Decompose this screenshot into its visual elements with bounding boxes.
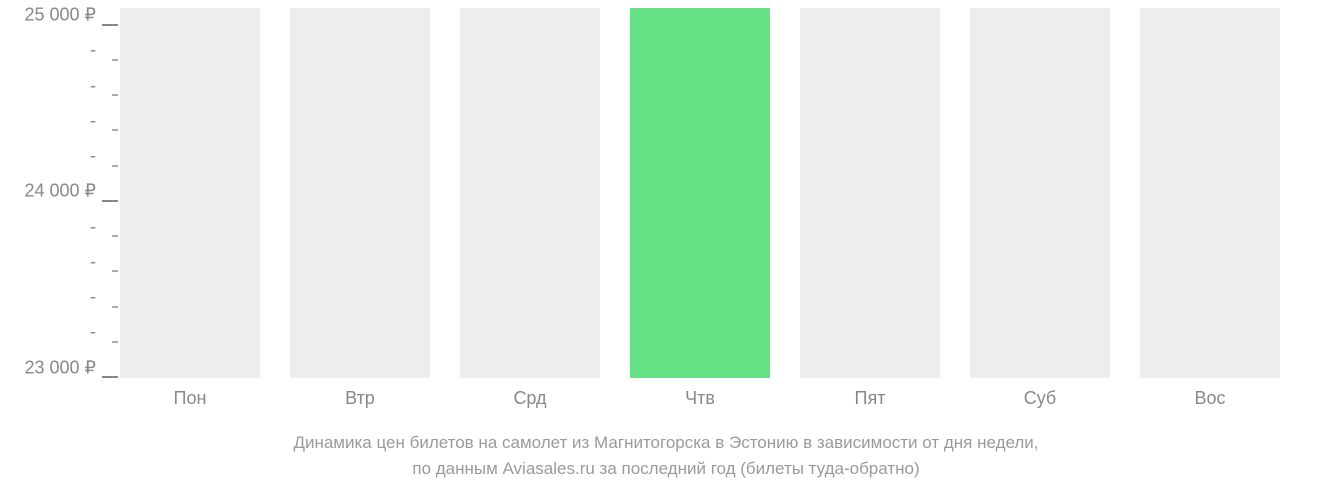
y-tick-minor-mark <box>112 165 118 167</box>
y-tick-minor-mark <box>112 59 118 61</box>
column-Пят <box>800 8 940 378</box>
y-tick-minor-mark <box>112 94 118 96</box>
bar-Чтв <box>630 8 770 378</box>
y-tick-minor-label: - <box>90 146 96 167</box>
x-label-Пят: Пят <box>800 388 940 409</box>
y-tick-minor-mark <box>112 129 118 131</box>
column-Вос <box>1140 8 1280 378</box>
plot-area <box>120 8 1320 378</box>
y-tick-minor-mark <box>112 306 118 308</box>
y-tick-minor-mark <box>112 270 118 272</box>
chart-caption: Динамика цен билетов на самолет из Магни… <box>0 430 1332 481</box>
x-label-Чтв: Чтв <box>630 388 770 409</box>
y-tick-mark <box>102 200 118 202</box>
x-label-Втр: Втр <box>290 388 430 409</box>
y-tick-label: 24 000 ₽ <box>24 181 96 202</box>
x-axis: Пон Втр Срд Чтв Пят Суб Вос <box>120 388 1320 418</box>
y-tick-minor-label: - <box>90 322 96 343</box>
x-label-Суб: Суб <box>970 388 1110 409</box>
column-band <box>800 8 940 378</box>
column-band <box>120 8 260 378</box>
column-band <box>970 8 1110 378</box>
y-axis: 23 000 ₽ 24 000 ₽ 25 000 ₽ - - - - - - - - <box>0 8 118 378</box>
y-tick-minor-mark <box>112 235 118 237</box>
column-band <box>290 8 430 378</box>
y-tick-minor-label: - <box>90 110 96 131</box>
price-by-weekday-chart: 23 000 ₽ 24 000 ₽ 25 000 ₽ - - - - - - - - Пон Втр С… <box>0 0 1332 502</box>
y-tick-minor-label: - <box>90 287 96 308</box>
column-Срд <box>460 8 600 378</box>
column-Пон <box>120 8 260 378</box>
caption-line-1: Динамика цен билетов на самолет из Магни… <box>0 430 1332 456</box>
column-band <box>1140 8 1280 378</box>
y-tick-label: 25 000 ₽ <box>24 5 96 26</box>
y-tick-minor-label: - <box>90 216 96 237</box>
y-tick-minor-label: - <box>90 251 96 272</box>
x-label-Пон: Пон <box>120 388 260 409</box>
x-label-Вос: Вос <box>1140 388 1280 409</box>
column-Чтв <box>630 8 770 378</box>
y-tick-mark <box>102 24 118 26</box>
column-Суб <box>970 8 1110 378</box>
x-label-Срд: Срд <box>460 388 600 409</box>
column-band <box>460 8 600 378</box>
column-Втр <box>290 8 430 378</box>
y-tick-minor-label: - <box>90 40 96 61</box>
y-tick-minor-mark <box>112 341 118 343</box>
y-tick-mark <box>102 376 118 378</box>
y-tick-label: 23 000 ₽ <box>24 357 96 378</box>
y-tick-minor-label: - <box>90 75 96 96</box>
caption-line-2: по данным Aviasales.ru за последний год … <box>0 456 1332 482</box>
